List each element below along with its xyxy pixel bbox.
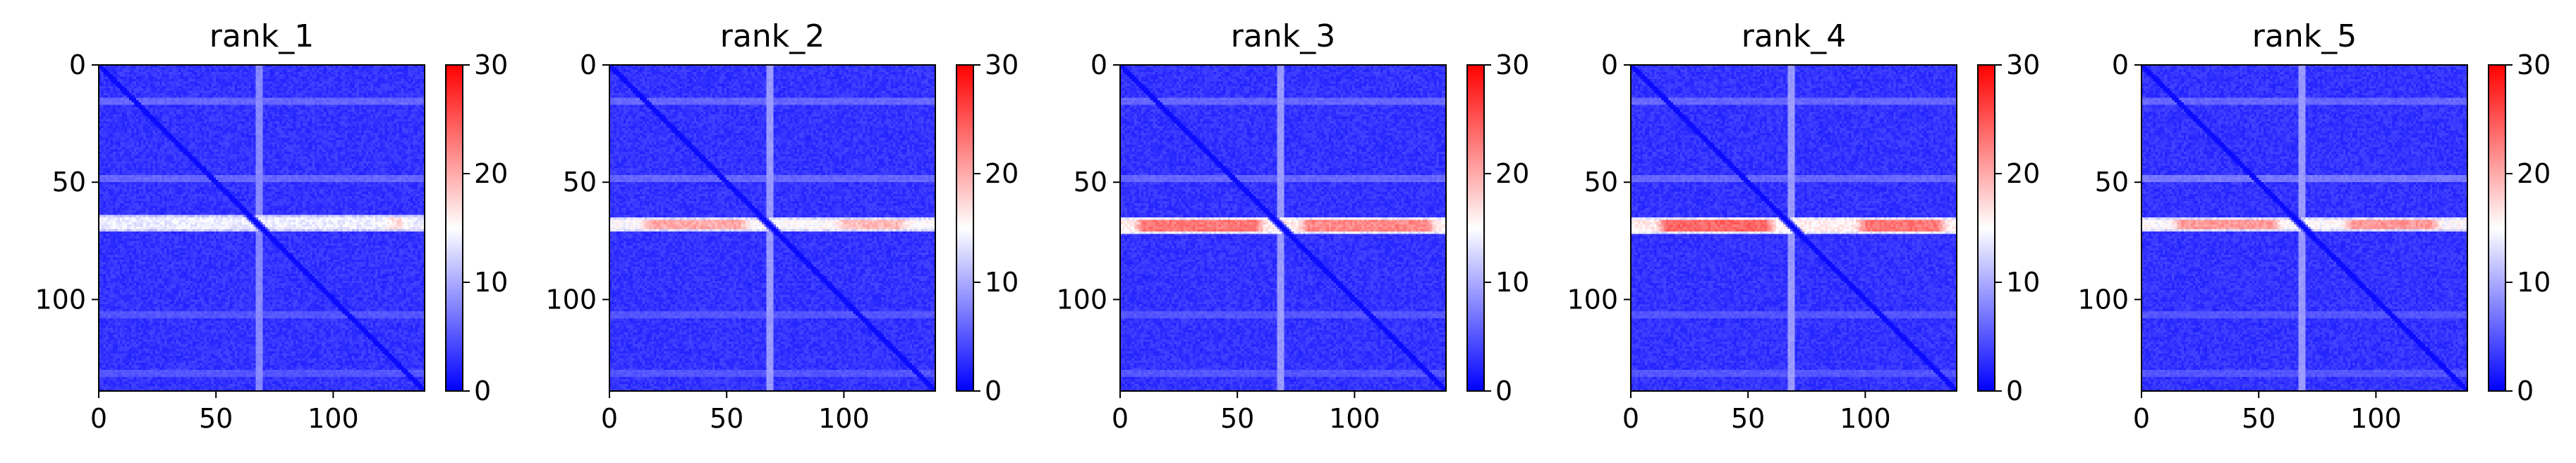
panel-title: rank_3 bbox=[1231, 18, 1335, 54]
plot-frame bbox=[98, 64, 425, 392]
colorbar-tick-label: 20 bbox=[985, 158, 1019, 189]
heatmap-image bbox=[609, 65, 935, 391]
x-tick-label: 0 bbox=[601, 403, 618, 434]
colorbar-tick-label: 10 bbox=[2006, 267, 2040, 298]
colorbar-tick-label: 30 bbox=[1495, 49, 1529, 80]
x-tick-label: 100 bbox=[1329, 403, 1380, 434]
colorbar-tick-label: 0 bbox=[1495, 375, 1512, 407]
x-tick-label: 100 bbox=[1840, 403, 1891, 434]
heatmap-panel: rank_5 0 50 100 0 50 100 0 10 20 30 bbox=[2077, 18, 2551, 434]
heatmap-image bbox=[1120, 65, 1446, 391]
colorbar bbox=[1977, 64, 1995, 392]
colorbar-tick-label: 30 bbox=[474, 49, 508, 80]
colorbar bbox=[2488, 64, 2506, 392]
colorbar-tick-label: 10 bbox=[2517, 267, 2551, 298]
x-tick-label: 50 bbox=[1220, 403, 1254, 434]
y-tick-label: 0 bbox=[1090, 49, 1107, 80]
x-tick-label: 0 bbox=[1622, 403, 1639, 434]
y-tick-label: 50 bbox=[1074, 167, 1107, 198]
colorbar-tick-label: 20 bbox=[474, 158, 508, 189]
heatmap-image bbox=[1631, 65, 1957, 391]
x-tick-label: 0 bbox=[2133, 403, 2150, 434]
panel-title: rank_2 bbox=[720, 18, 825, 54]
x-tick-label: 50 bbox=[199, 403, 233, 434]
colorbar bbox=[1466, 64, 1485, 392]
y-tick-label: 50 bbox=[52, 167, 86, 198]
colorbar-tick-label: 20 bbox=[1495, 158, 1529, 189]
colorbar-tick-label: 30 bbox=[2517, 49, 2551, 80]
heatmap-panel: rank_2 0 50 100 0 50 100 0 10 20 30 bbox=[545, 18, 1019, 434]
x-tick-label: 0 bbox=[1112, 403, 1129, 434]
heatmap-panel: rank_3 0 50 100 0 50 100 0 10 20 30 bbox=[1056, 18, 1529, 434]
colorbar-tick-label: 10 bbox=[1495, 267, 1529, 298]
plot-frame bbox=[1119, 64, 1447, 392]
y-tick-label: 50 bbox=[563, 167, 597, 198]
colorbar-tick-label: 20 bbox=[2006, 158, 2040, 189]
heatmap-panel: rank_4 0 50 100 0 50 100 0 10 20 30 bbox=[1567, 18, 2040, 434]
y-tick-label: 0 bbox=[580, 49, 597, 80]
colorbar-tick-label: 10 bbox=[985, 267, 1019, 298]
colorbar-tick-label: 30 bbox=[985, 49, 1019, 80]
plot-frame bbox=[1630, 64, 1957, 392]
x-tick-label: 0 bbox=[90, 403, 107, 434]
colorbar-tick-label: 0 bbox=[2517, 375, 2534, 407]
heatmap-image bbox=[99, 65, 425, 391]
y-tick-label: 0 bbox=[69, 49, 86, 80]
x-tick-label: 50 bbox=[1731, 403, 1765, 434]
x-tick-label: 50 bbox=[2242, 403, 2276, 434]
y-tick-label: 50 bbox=[1584, 167, 1618, 198]
panel-title: rank_4 bbox=[1742, 18, 1846, 54]
colorbar-tick-label: 10 bbox=[474, 267, 508, 298]
y-tick-label: 100 bbox=[35, 284, 86, 315]
x-tick-label: 100 bbox=[818, 403, 870, 434]
y-tick-label: 100 bbox=[1056, 284, 1107, 315]
heatmap-image bbox=[2141, 65, 2467, 391]
plot-frame bbox=[609, 64, 936, 392]
panel-title: rank_1 bbox=[209, 18, 314, 54]
y-tick-label: 0 bbox=[2112, 49, 2129, 80]
plot-frame bbox=[2141, 64, 2468, 392]
x-tick-label: 100 bbox=[308, 403, 359, 434]
colorbar-tick-label: 0 bbox=[474, 375, 491, 407]
y-tick-label: 100 bbox=[2077, 284, 2129, 315]
panel-title: rank_5 bbox=[2252, 18, 2357, 54]
y-tick-label: 100 bbox=[1567, 284, 1618, 315]
colorbar-tick-label: 0 bbox=[2006, 375, 2023, 407]
x-tick-label: 50 bbox=[710, 403, 743, 434]
x-tick-label: 100 bbox=[2350, 403, 2402, 434]
colorbar-tick-label: 0 bbox=[985, 375, 1002, 407]
colorbar-tick-label: 30 bbox=[2006, 49, 2040, 80]
y-tick-label: 100 bbox=[545, 284, 597, 315]
y-tick-label: 50 bbox=[2095, 167, 2129, 198]
heatmap-panel: rank_1 0 50 100 0 50 100 0 10 20 30 bbox=[35, 18, 508, 434]
colorbar-tick-label: 20 bbox=[2517, 158, 2551, 189]
colorbar bbox=[956, 64, 974, 392]
colorbar bbox=[445, 64, 463, 392]
y-tick-label: 0 bbox=[1601, 49, 1618, 80]
